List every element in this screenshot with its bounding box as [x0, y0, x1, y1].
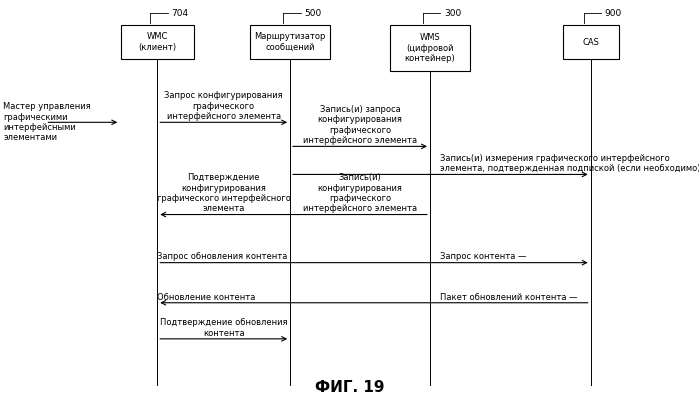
Text: 300: 300 [444, 8, 461, 18]
Text: 500: 500 [304, 8, 322, 18]
Text: Маршрутизатор
сообщений: Маршрутизатор сообщений [254, 32, 326, 52]
Text: 900: 900 [605, 8, 622, 18]
Text: Мастер управления
графическими
интерфейсными
элементами: Мастер управления графическими интерфейс… [3, 102, 91, 142]
Text: Подтверждение обновления
контента: Подтверждение обновления контента [160, 318, 287, 338]
Bar [250, 25, 330, 59]
Text: WMS
(цифровой
контейнер): WMS (цифровой контейнер) [405, 33, 455, 63]
Text: Запись(и) измерения графического интерфейсного
элемента, подтвержденная подписко: Запись(и) измерения графического интерфе… [440, 154, 699, 173]
Text: 704: 704 [171, 8, 188, 18]
Text: Подтверждение
конфигурирования
графического интерфейсного
элемента: Подтверждение конфигурирования графическ… [157, 173, 291, 213]
Text: Запись(и)
конфигурирования
графического
интерфейсного элемента: Запись(и) конфигурирования графического … [303, 173, 417, 213]
Text: Запрос контента —: Запрос контента — [440, 253, 527, 261]
Bar [390, 25, 470, 71]
Text: CAS: CAS [582, 38, 599, 47]
Text: Запись(и) запроса
конфигурирования
графического
интерфейсного элемента: Запись(и) запроса конфигурирования графи… [303, 105, 417, 145]
Text: Обновление контента: Обновление контента [157, 293, 256, 302]
Bar [563, 25, 619, 59]
Bar [121, 25, 194, 59]
Text: ФИГ. 19: ФИГ. 19 [315, 380, 384, 395]
Text: Запрос конфигурирования
графического
интерфейсного элемента: Запрос конфигурирования графического инт… [164, 91, 283, 121]
Text: WMC
(клиент): WMC (клиент) [138, 32, 176, 52]
Text: Пакет обновлений контента —: Пакет обновлений контента — [440, 293, 578, 302]
Text: Запрос обновления контента: Запрос обновления контента [157, 253, 288, 261]
